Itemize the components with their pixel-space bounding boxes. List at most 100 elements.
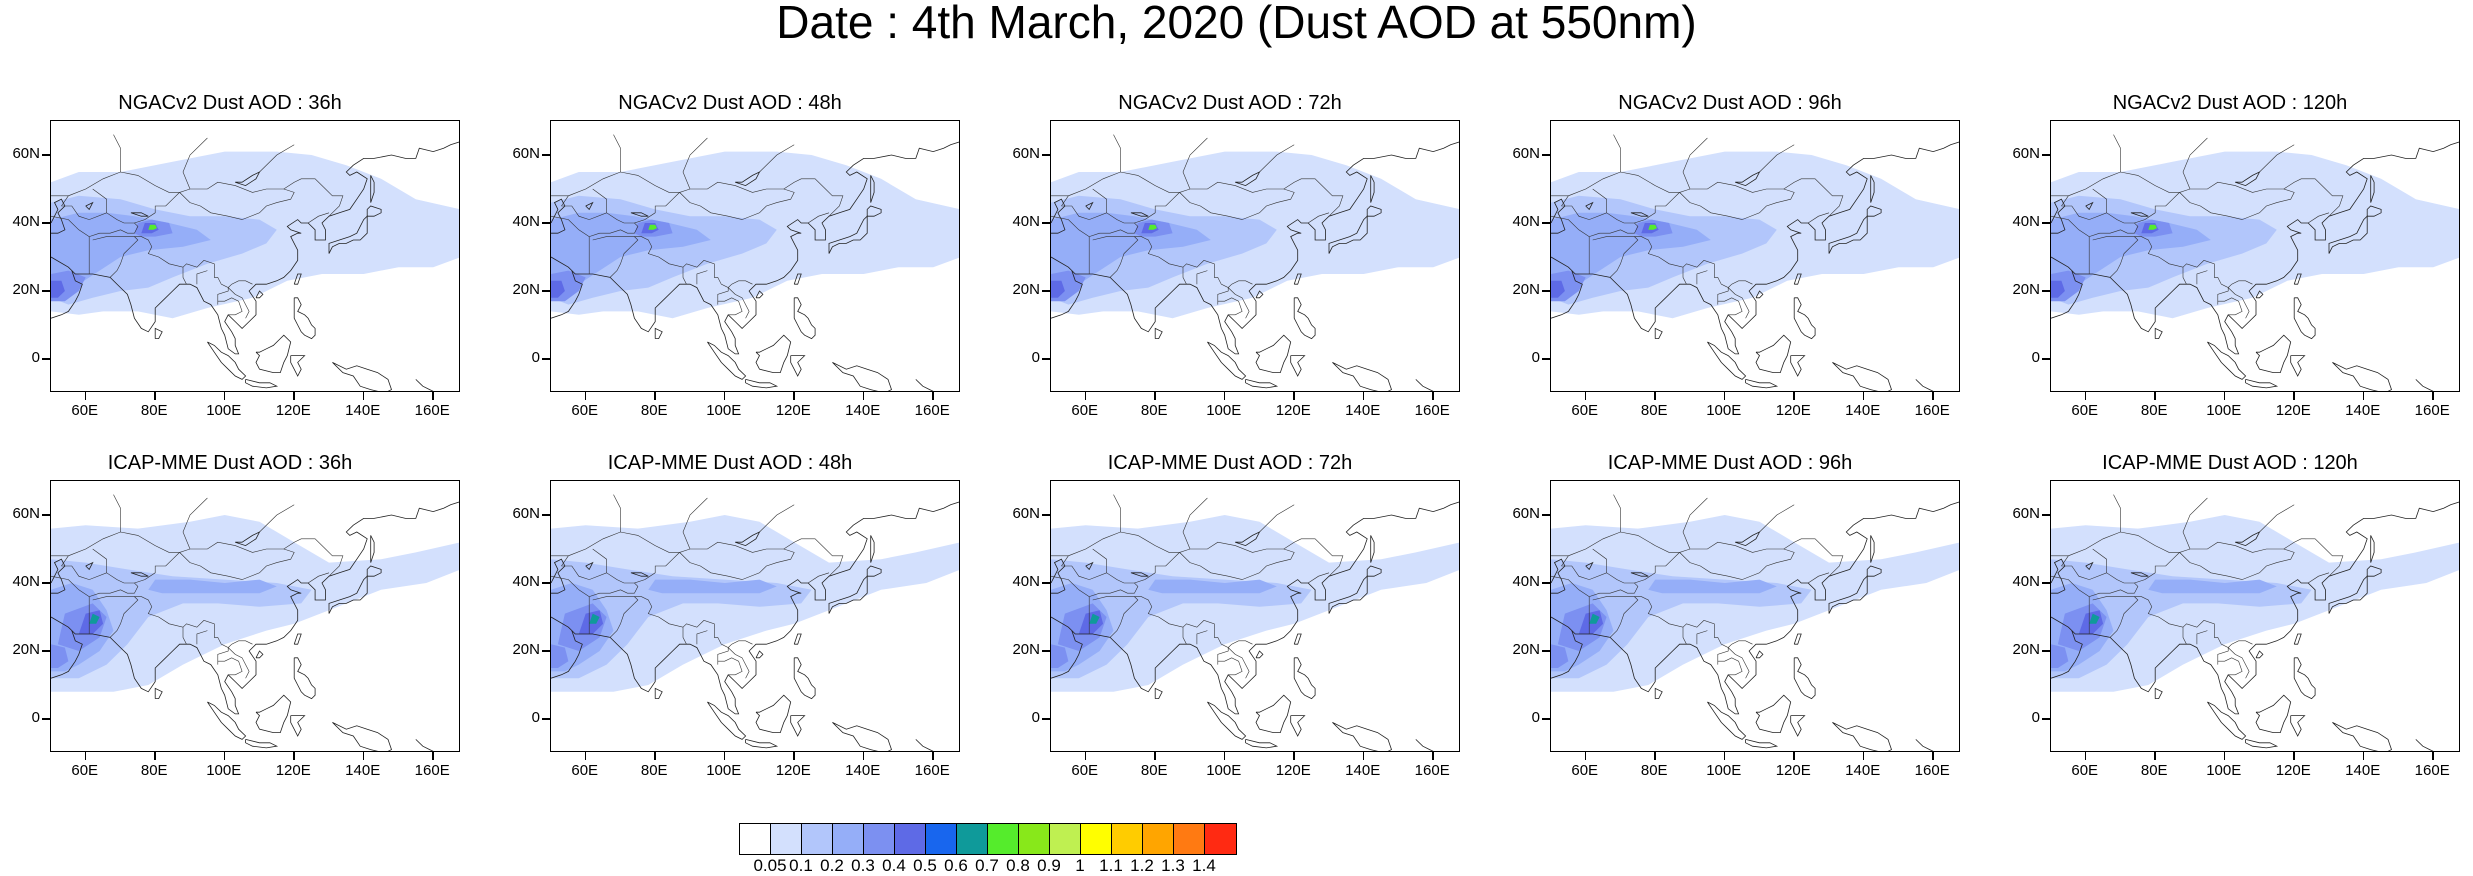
country-border (2134, 236, 2229, 305)
panel-title: ICAP-MME Dust AOD : 96h (1607, 452, 1853, 474)
x-tick (84, 392, 87, 400)
country-border (2113, 134, 2121, 172)
country-border (1092, 596, 1139, 638)
y-tick (542, 582, 550, 584)
x-tick-label: 140E (1845, 402, 1881, 419)
coastline (630, 572, 649, 577)
country-border (217, 657, 243, 676)
y-tick-label: 60N (12, 505, 40, 522)
coastline (1130, 212, 1149, 217)
coastline (1585, 561, 1594, 571)
colorbar-label: 0.1 (789, 856, 813, 875)
country-border (727, 647, 750, 679)
coastline (1915, 739, 1934, 751)
coastline (2154, 687, 2163, 700)
coastline (870, 175, 875, 203)
coastline (51, 270, 83, 319)
country-border (1727, 280, 1753, 288)
x-tick (1862, 392, 1865, 400)
y-tick (42, 290, 50, 292)
y-tick-label: 0 (1531, 349, 1540, 366)
coastline (2085, 561, 2094, 571)
y-tick-label: 40N (1512, 573, 1540, 590)
country-border (307, 572, 330, 584)
coastline (1293, 273, 1302, 285)
country-border (1727, 647, 1750, 679)
coastline (1654, 687, 1663, 700)
x-tick (84, 752, 87, 760)
country-border (2092, 548, 2107, 573)
x-tick-label: 60E (1571, 762, 1599, 779)
country-border (1307, 212, 1330, 224)
country-border (2061, 205, 2139, 237)
coastline (2370, 175, 2375, 203)
x-tick-label: 160E (414, 762, 450, 779)
y-tick (1042, 358, 1050, 360)
coastline (654, 687, 663, 700)
country-border (613, 494, 621, 532)
country-border (2217, 657, 2243, 676)
y-tick (42, 718, 50, 720)
y-tick (1542, 718, 1550, 720)
country-border (1307, 572, 1330, 584)
coastline (2085, 201, 2094, 211)
x-tick (2362, 752, 2365, 760)
coastline (551, 141, 959, 355)
coastline (832, 362, 892, 391)
coastline (2332, 362, 2392, 391)
x-tick (2362, 392, 2365, 400)
coastline (2366, 205, 2382, 217)
y-tick (2042, 154, 2050, 156)
coastline (1085, 561, 1094, 571)
coastline (2255, 334, 2292, 374)
country-border (759, 504, 795, 533)
x-tick-label: 100E (706, 402, 742, 419)
coastline (793, 297, 816, 340)
country-border (113, 134, 121, 172)
colorbar-label: 0.2 (820, 856, 844, 875)
colorbar-swatch (740, 824, 771, 854)
coastline (293, 273, 302, 285)
country-border (2227, 640, 2253, 648)
x-tick (1793, 392, 1795, 400)
y-tick (42, 222, 50, 224)
x-tick (1223, 752, 1226, 760)
y-tick-label: 0 (31, 709, 40, 726)
x-tick (362, 392, 365, 400)
x-tick (223, 752, 226, 760)
x-tick-label: 120E (1775, 762, 1811, 779)
coastline (1551, 270, 1583, 319)
coastline (1154, 327, 1163, 340)
x-tick (1584, 392, 1587, 400)
y-tick (1542, 358, 1550, 360)
coastline (1051, 501, 1459, 715)
y-tick (542, 358, 550, 360)
x-tick-label: 140E (2345, 762, 2381, 779)
aod-field (89, 613, 100, 624)
y-tick-label: 20N (512, 281, 540, 298)
coastline (415, 739, 434, 751)
y-tick (42, 514, 50, 516)
x-tick-label: 160E (1914, 402, 1950, 419)
country-border (1182, 137, 1208, 190)
x-tick-label: 160E (2414, 402, 2450, 419)
y-tick-label: 60N (512, 145, 540, 162)
country-border (2092, 596, 2139, 638)
y-tick (542, 650, 550, 652)
coastline (1793, 657, 1816, 700)
x-tick (2293, 752, 2295, 760)
x-tick (1932, 392, 1934, 400)
x-tick-label: 100E (706, 762, 742, 779)
country-border (1179, 548, 1295, 580)
x-tick-label: 120E (775, 762, 811, 779)
colorbar-label: 0.7 (975, 856, 999, 875)
country-border (1551, 575, 1590, 634)
colorbar-swatch (1050, 824, 1081, 854)
colorbar-label: 0.05 (753, 856, 787, 875)
country-border (1682, 267, 1687, 285)
country-border (61, 565, 139, 597)
x-tick (654, 392, 656, 400)
country-border (1196, 270, 1208, 285)
coastline (1154, 687, 1163, 700)
coastline (1870, 175, 1875, 203)
